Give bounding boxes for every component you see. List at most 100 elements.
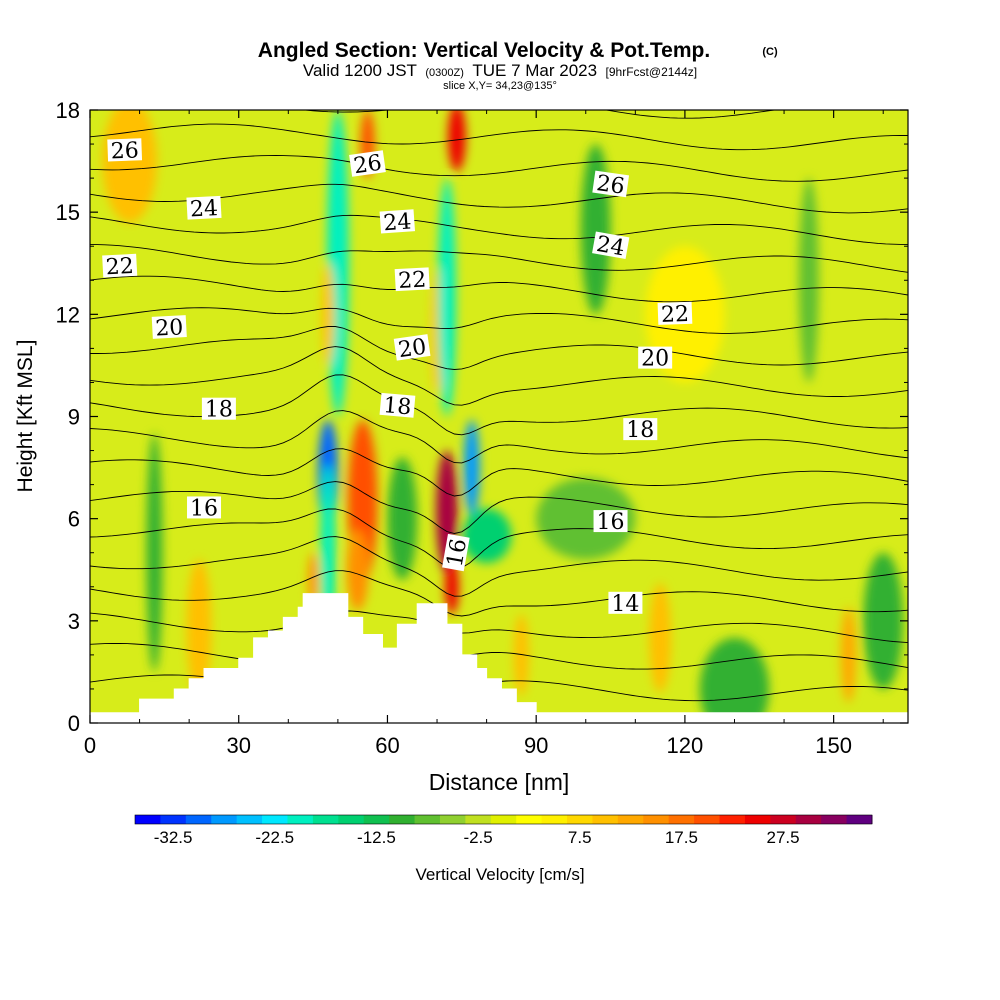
theta-contour-line [90, 275, 908, 303]
copyright-mark: (C) [762, 46, 778, 58]
colorbar-swatch [617, 815, 644, 824]
velocity-cell [699, 637, 770, 723]
x-axis-title: Distance [nm] [429, 769, 570, 795]
x-tick-label: 0 [84, 733, 96, 758]
colorbar-swatch [795, 815, 822, 824]
colorbar-swatch [262, 815, 288, 824]
theta-contour-line [90, 508, 908, 570]
contour-label: 18 [201, 397, 236, 423]
colorbar-swatch [135, 815, 161, 824]
colorbar-swatch [490, 815, 517, 824]
contour-label-text: 16 [190, 496, 218, 521]
colorbar-swatch [338, 815, 365, 824]
theta-contour-line [90, 481, 908, 534]
contour-label-text: 20 [397, 335, 428, 364]
colorbar-tick-label: 17.5 [665, 828, 698, 847]
theta-contour-line [90, 448, 908, 497]
x-tick-label: 60 [375, 733, 399, 758]
velocity-cell [841, 607, 856, 703]
contour-label: 20 [638, 346, 673, 372]
colorbar-swatch [592, 815, 619, 824]
contour-label: 26 [349, 150, 386, 179]
velocity-cell [186, 559, 212, 696]
contour-label-text: 24 [383, 209, 413, 236]
contour-label: 26 [592, 170, 630, 200]
contour-label: 22 [394, 267, 430, 294]
contour-label: 24 [592, 231, 630, 261]
velocity-cell [798, 178, 819, 383]
colorbar-swatch [541, 815, 568, 824]
colorbar-swatch [821, 815, 848, 824]
colorbar-swatch [160, 815, 187, 824]
y-tick-label: 12 [56, 302, 80, 327]
contour-label: 24 [379, 209, 416, 236]
contour-label: 24 [186, 195, 222, 222]
contour-label-text: 22 [105, 254, 134, 280]
colorbar-swatch [236, 815, 263, 824]
x-tick-label: 90 [524, 733, 548, 758]
slice-subtitle: slice X,Y= 34,23@135° [443, 80, 557, 92]
y-tick-label: 3 [68, 609, 80, 634]
colorbar-swatch [719, 815, 746, 824]
y-tick-label: 6 [68, 507, 80, 532]
velocity-cell [346, 528, 369, 611]
y-tick-label: 9 [68, 405, 80, 430]
theta-contour-line [90, 155, 908, 182]
contour-label: 22 [102, 253, 138, 280]
velocity-cell [580, 144, 611, 315]
theta-contour-line [90, 307, 908, 334]
colorbar-swatch [516, 815, 543, 824]
colorbar-swatch [694, 815, 721, 824]
velocity-cell [102, 110, 157, 223]
theta-contour-line [90, 410, 908, 464]
colorbar-tick-label: 7.5 [568, 828, 592, 847]
colorbar-tick-label: -22.5 [255, 828, 294, 847]
theta-contour-line [90, 570, 908, 617]
contour-label-text: 20 [155, 315, 184, 341]
contour-label: 16 [187, 496, 222, 521]
contour-label-text: 22 [398, 268, 427, 294]
theta-contour-line [90, 214, 908, 245]
contour-label: 20 [393, 334, 431, 364]
velocity-cell [444, 559, 459, 615]
contour-label-text: 18 [626, 418, 654, 443]
colorbar-swatch [389, 815, 416, 824]
colorbar-tick-label: -32.5 [154, 828, 193, 847]
theta-contour-line [90, 610, 908, 644]
theta-contour-line [90, 536, 908, 597]
colorbar-swatch [287, 815, 314, 824]
x-tick-label: 120 [667, 733, 704, 758]
contour-label-text: 16 [443, 537, 472, 569]
contour-label-text: 24 [189, 196, 218, 222]
velocity-cell [387, 457, 418, 580]
contour-label-text: 26 [110, 138, 139, 164]
contour-label-text: 24 [595, 232, 627, 261]
colorbar-tick-label: -12.5 [357, 828, 396, 847]
y-tick-label: 18 [56, 98, 80, 123]
contour-label-text: 16 [597, 510, 625, 535]
colorbar-swatch [465, 815, 492, 824]
plot-area: 26 26 26 24 24 24 22 22 22 20 20 20 18 18 18 16 16 16 14 0… [56, 98, 909, 758]
valid-time-line: Valid 1200 JST (0300Z) TUE 7 Mar 2023 [9… [303, 61, 697, 80]
colorbar-swatch [414, 815, 441, 824]
colorbar-swatch [312, 815, 339, 824]
terrain-mask [90, 593, 908, 723]
colorbar-label: Vertical Velocity [cm/s] [415, 865, 584, 884]
colorbar-swatch [211, 815, 238, 824]
contour-label-text: 26 [352, 151, 383, 180]
x-tick-label: 30 [226, 733, 250, 758]
y-tick-label: 15 [56, 200, 80, 225]
axes: 0 30 60 90 120 150 0 3 6 9 12 15 18 [56, 98, 908, 758]
colorbar-swatch [770, 815, 797, 824]
colorbar-swatch [185, 815, 212, 824]
colorbar-swatch [846, 815, 873, 824]
contour-label-text: 22 [661, 302, 690, 328]
valid-utc: (0300Z) [425, 67, 464, 79]
velocity-cell [322, 263, 334, 366]
velocity-cell [438, 178, 456, 417]
forecast-tag: [9hrFcst@2144z] [606, 65, 698, 79]
contour-label: 16 [442, 533, 472, 572]
theta-contour-line [90, 346, 908, 406]
contour-label-text: 18 [205, 398, 233, 423]
